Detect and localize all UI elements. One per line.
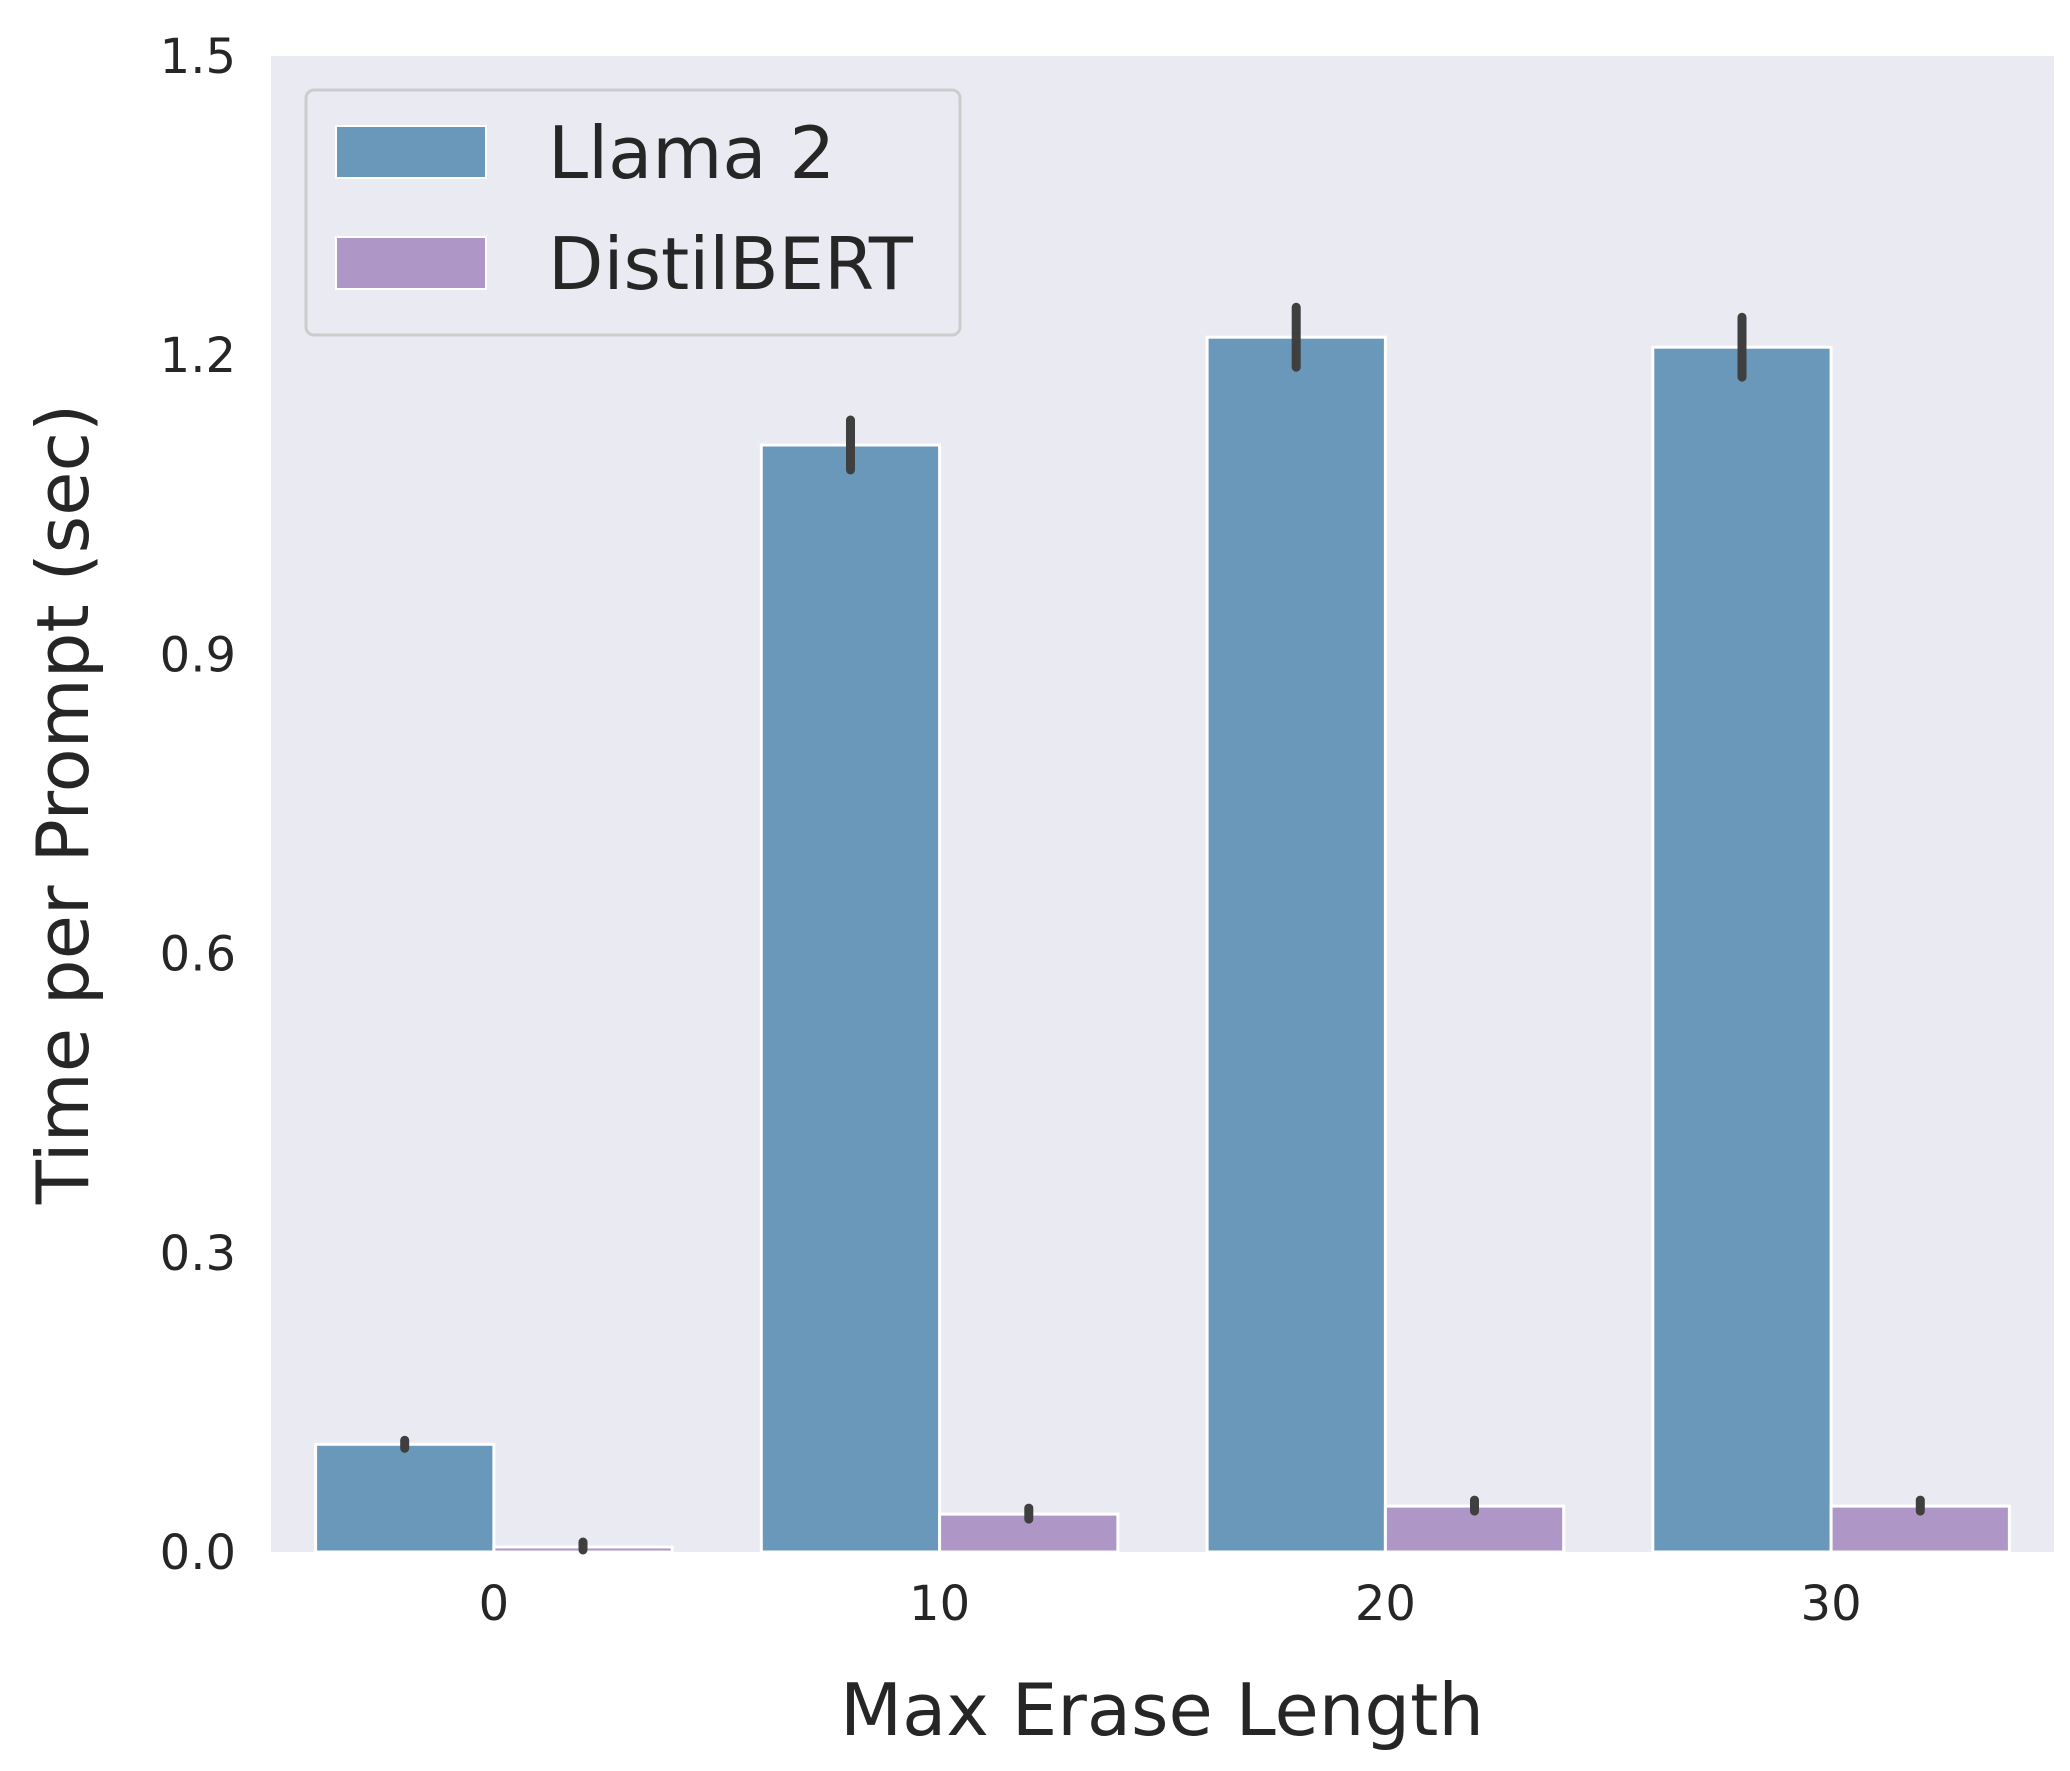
bar-llama-2-20 (1205, 335, 1387, 1554)
bar-llama-2-0 (314, 1442, 496, 1554)
y-tick-label-1-5: 1.5 (160, 29, 236, 85)
legend-label-llama-2: Llama 2 (548, 111, 835, 195)
x-tick-label-10: 10 (909, 1576, 970, 1632)
y-tick-label-1-2: 1.2 (160, 328, 236, 384)
legend-label-distilbert: DistilBERT (548, 222, 914, 306)
x-tick-label-0: 0 (479, 1576, 510, 1632)
y-tick-label-0-9: 0.9 (160, 627, 236, 683)
legend: Llama 2 DistilBERT (304, 88, 962, 337)
x-axis-title: Max Erase Length (840, 1668, 1484, 1752)
x-tick-label-30: 30 (1801, 1576, 1862, 1632)
y-tick-label-0-3: 0.3 (160, 1226, 236, 1282)
y-axis-title: Time per Prompt (sec) (21, 404, 105, 1205)
legend-swatch-llama-2 (335, 125, 487, 179)
bars-group (314, 335, 2011, 1554)
error-bars-group (400, 302, 1925, 1555)
y-tick-label-0-6: 0.6 (160, 927, 236, 983)
x-tick-label-20: 20 (1355, 1576, 1416, 1632)
bar-llama-2-30 (1651, 345, 1833, 1554)
y-tick-labels: 0.0 0.3 0.6 0.9 1.2 1.5 (160, 29, 236, 1581)
y-tick-label-0-0: 0.0 (160, 1525, 236, 1581)
x-tick-labels: 0 10 20 30 (479, 1576, 1862, 1632)
legend-swatch-distilbert (335, 236, 487, 290)
bar-distilbert-30 (1829, 1504, 2011, 1554)
bar-llama-2-10 (759, 443, 942, 1554)
